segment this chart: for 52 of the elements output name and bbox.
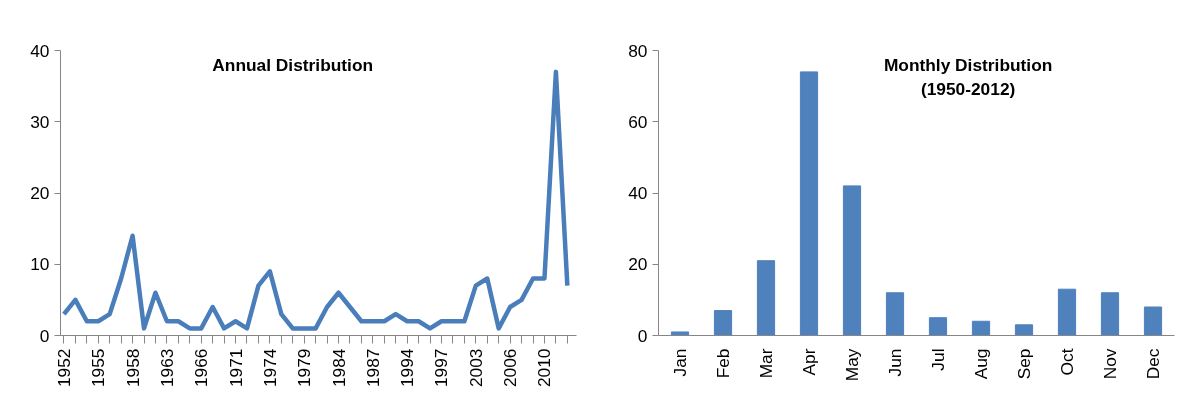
x-tick-label: 1971 [225, 348, 246, 388]
x-tick-label: 1997 [431, 348, 452, 388]
x-tick-label: Mar [756, 348, 776, 379]
x-tick-label: Feb [713, 348, 733, 379]
x-tick-label: Jan [670, 348, 690, 377]
bar [799, 71, 819, 336]
x-tick-label: 1987 [362, 348, 383, 388]
bar [756, 260, 776, 336]
x-tick-label: Jul [928, 348, 948, 371]
x-tick-label: 1958 [122, 348, 143, 388]
y-tick-label: 0 [39, 325, 50, 346]
x-tick-label: 1994 [397, 348, 418, 388]
x-tick-label: 2006 [500, 348, 521, 388]
bar [1143, 306, 1163, 336]
x-tick-label: 1952 [53, 348, 74, 388]
bar [928, 317, 948, 336]
y-tick-label: 30 [30, 111, 50, 132]
x-tick-label: Jun [885, 348, 905, 377]
bar [1100, 292, 1120, 336]
x-tick-label: Sep [1014, 348, 1034, 380]
bar [1014, 324, 1034, 336]
chart-title: Annual Distribution [212, 54, 374, 75]
y-tick-label: 20 [628, 254, 648, 275]
x-tick-label: Nov [1100, 348, 1120, 380]
y-tick-label: 20 [30, 183, 50, 203]
x-tick-label: Dec [1143, 348, 1163, 380]
y-tick-label: 40 [30, 40, 50, 61]
x-tick-label: 1966 [191, 348, 212, 388]
bar [713, 310, 733, 336]
x-tick-label: 2003 [465, 348, 486, 388]
y-tick-label: 10 [30, 254, 50, 275]
x-tick-label: Oct [1057, 348, 1077, 376]
line-series [61, 69, 570, 331]
x-tick-label: Aug [971, 348, 991, 380]
bar [971, 320, 991, 336]
x-tick-label: 1963 [156, 348, 177, 388]
y-tick-label: 0 [637, 325, 648, 346]
x-tick-label: 1979 [294, 348, 315, 388]
x-tick-label: 1974 [259, 348, 280, 388]
bar [1057, 288, 1077, 336]
x-tick-label: 2010 [534, 348, 555, 388]
x-tick-label: 1955 [88, 348, 109, 388]
bar [670, 331, 690, 336]
x-tick-label: Apr [799, 348, 819, 376]
x-tick-label: 1984 [328, 348, 349, 388]
y-tick-label: 60 [628, 111, 648, 132]
bar [885, 292, 905, 336]
y-tick-label: 40 [628, 183, 648, 203]
bar [842, 185, 862, 336]
y-tick-label: 80 [628, 40, 648, 61]
x-tick-label: May [842, 348, 862, 382]
text: Monthly Distribution (1950-2012) [883, 54, 1053, 99]
